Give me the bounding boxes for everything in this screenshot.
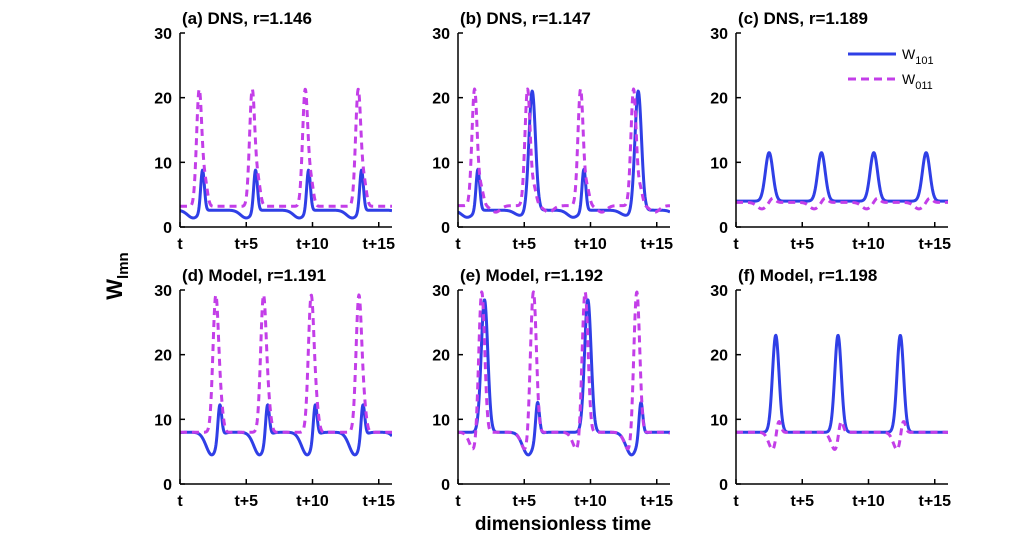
x-tick-label-b-3: t+15 bbox=[641, 236, 674, 253]
y-tick-label-c-0: 0 bbox=[719, 220, 728, 237]
panel-c: 0 10 20 30 t t+5 t+10 t+15 (c) DNS, r=1.189 bbox=[710, 9, 951, 253]
y-tick-label-a-3: 30 bbox=[154, 26, 172, 43]
series-w011-line-d bbox=[180, 293, 392, 434]
y-tick-label-d-0: 0 bbox=[163, 477, 172, 494]
x-tick-label-f-3: t+15 bbox=[919, 493, 952, 510]
y-tick-label-f-2: 20 bbox=[710, 348, 728, 365]
legend-w011-sub: 011 bbox=[915, 80, 933, 92]
y-tick-label-e-0: 0 bbox=[441, 477, 450, 494]
panel-title-e: (e) Model, r=1.192 bbox=[460, 266, 603, 285]
x-tick-label-f-0: t bbox=[733, 493, 739, 510]
x-tick-label-a-3: t+15 bbox=[363, 236, 396, 253]
legend: W101 W011 bbox=[848, 46, 934, 92]
panel-title-b: (b) DNS, r=1.147 bbox=[460, 9, 591, 28]
legend-w101-main: W bbox=[902, 46, 916, 62]
y-axis-label-main: W bbox=[102, 279, 127, 300]
y-tick-label-c-1: 10 bbox=[710, 155, 728, 172]
x-tick-label-c-1: t+5 bbox=[790, 236, 814, 253]
y-axis-label: Wlmn bbox=[102, 252, 132, 299]
series-w101-line-d bbox=[180, 403, 392, 457]
panel-title-f: (f) Model, r=1.198 bbox=[738, 266, 877, 285]
panel-a: 0 10 20 30 t t+5 t+10 t+15 (a) DNS, r=1.146 bbox=[154, 9, 395, 253]
x-tick-label-d-0: t bbox=[177, 493, 183, 510]
x-tick-label-e-2: t+10 bbox=[574, 493, 607, 510]
y-tick-label-e-2: 20 bbox=[432, 348, 450, 365]
y-tick-label-b-0: 0 bbox=[441, 220, 450, 237]
series-w101-line-b bbox=[458, 89, 670, 219]
x-tick-label-c-2: t+10 bbox=[852, 236, 885, 253]
y-tick-label-b-3: 30 bbox=[432, 26, 450, 43]
series-w011-line-a bbox=[180, 87, 392, 208]
x-tick-label-d-3: t+15 bbox=[363, 493, 396, 510]
series-w011-line-c bbox=[736, 196, 948, 211]
svg-text:W011: W011 bbox=[902, 71, 933, 92]
y-tick-label-e-3: 30 bbox=[432, 283, 450, 300]
y-tick-label-c-2: 20 bbox=[710, 91, 728, 108]
x-tick-label-f-1: t+5 bbox=[790, 493, 814, 510]
y-tick-label-f-1: 10 bbox=[710, 412, 728, 429]
x-axis-label: dimensionless time bbox=[475, 514, 651, 535]
legend-w101-sub: 101 bbox=[915, 55, 933, 67]
series-w011-line-e bbox=[458, 290, 670, 451]
x-tick-label-a-0: t bbox=[177, 236, 183, 253]
panel-d: 0 10 20 30 t t+5 t+10 t+15 (d) Model, r=1.191 bbox=[154, 266, 395, 510]
y-tick-label-a-2: 20 bbox=[154, 91, 172, 108]
series-w101-line-f bbox=[736, 333, 948, 434]
y-axis-label-sub: lmn bbox=[115, 252, 132, 279]
y-tick-label-b-2: 20 bbox=[432, 91, 450, 108]
y-tick-label-c-3: 30 bbox=[710, 26, 728, 43]
series-w101-line-a bbox=[180, 168, 392, 220]
x-tick-label-e-0: t bbox=[455, 493, 461, 510]
y-tick-label-d-3: 30 bbox=[154, 283, 172, 300]
series-w101-line-c bbox=[736, 151, 948, 203]
svg-text:W101: W101 bbox=[902, 46, 934, 67]
x-tick-label-b-2: t+10 bbox=[574, 236, 607, 253]
panel-title-d: (d) Model, r=1.191 bbox=[182, 266, 326, 285]
y-tick-label-d-2: 20 bbox=[154, 348, 172, 365]
y-tick-label-f-3: 30 bbox=[710, 283, 728, 300]
x-tick-label-d-2: t+10 bbox=[296, 493, 329, 510]
x-tick-label-b-0: t bbox=[455, 236, 461, 253]
panel-title-c: (c) DNS, r=1.189 bbox=[738, 9, 868, 28]
x-tick-label-a-1: t+5 bbox=[234, 236, 258, 253]
x-tick-label-d-1: t+5 bbox=[234, 493, 258, 510]
y-tick-label-f-0: 0 bbox=[719, 477, 728, 494]
panel-b: 0 10 20 30 t t+5 t+10 t+15 (b) DNS, r=1.147 bbox=[432, 9, 673, 253]
x-tick-label-e-3: t+15 bbox=[641, 493, 674, 510]
x-tick-label-c-0: t bbox=[733, 236, 739, 253]
x-tick-label-f-2: t+10 bbox=[852, 493, 885, 510]
x-tick-label-c-3: t+15 bbox=[919, 236, 952, 253]
series-w011-line-f bbox=[736, 420, 948, 451]
series-w011-line-b bbox=[458, 87, 670, 214]
legend-w011-main: W bbox=[902, 71, 916, 87]
y-tick-label-d-1: 10 bbox=[154, 412, 172, 429]
y-tick-label-a-0: 0 bbox=[163, 220, 172, 237]
panel-f: 0 10 20 30 t t+5 t+10 t+15 (f) Model, r=1.198 bbox=[710, 266, 951, 510]
y-tick-label-e-1: 10 bbox=[432, 412, 450, 429]
panel-e: 0 10 20 30 t t+5 t+10 t+15 (e) Model, r=1.192 bbox=[432, 266, 673, 510]
y-tick-label-b-1: 10 bbox=[432, 155, 450, 172]
x-tick-label-a-2: t+10 bbox=[296, 236, 329, 253]
x-tick-label-b-1: t+5 bbox=[512, 236, 536, 253]
y-tick-label-a-1: 10 bbox=[154, 155, 172, 172]
panel-title-a: (a) DNS, r=1.146 bbox=[182, 9, 312, 28]
x-tick-label-e-1: t+5 bbox=[512, 493, 536, 510]
